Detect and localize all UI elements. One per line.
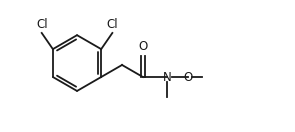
Text: O: O bbox=[138, 40, 148, 53]
Text: N: N bbox=[163, 70, 171, 84]
Text: Cl: Cl bbox=[106, 18, 118, 31]
Text: O: O bbox=[183, 70, 193, 84]
Text: Cl: Cl bbox=[36, 18, 47, 31]
